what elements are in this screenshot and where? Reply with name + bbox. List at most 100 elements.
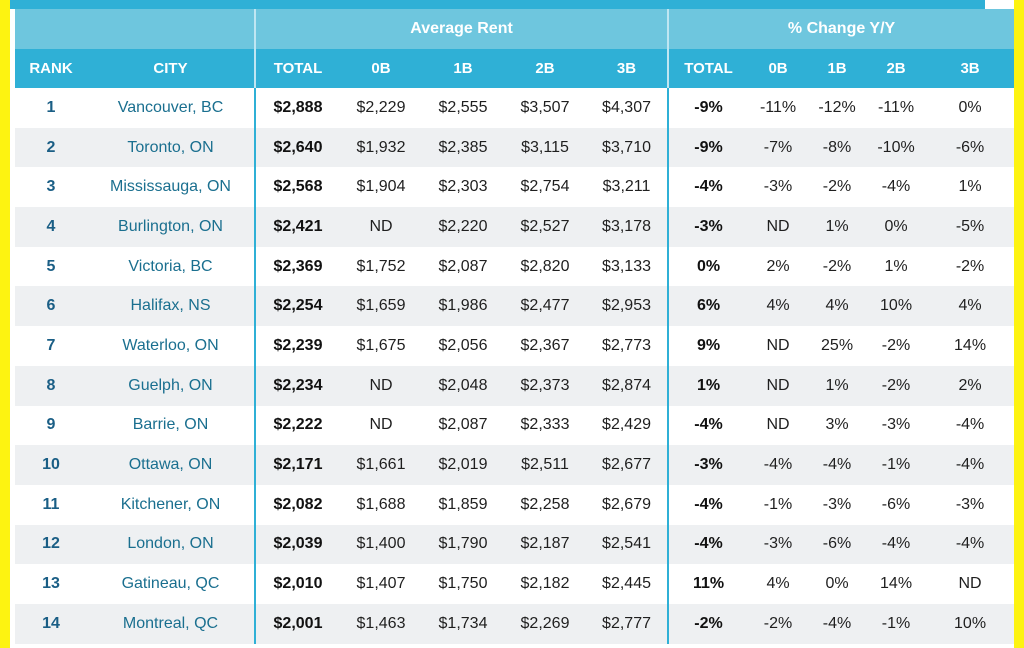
cell-pct-1b: -4% — [808, 445, 867, 485]
table-row: 13 Gatineau, QC $2,010 $1,407 $1,750 $2,182 $2… — [15, 564, 1014, 604]
column-header-3b: 3B — [586, 49, 669, 88]
cell-total: $2,888 — [254, 88, 340, 128]
cell-pct-2b: 1% — [866, 246, 927, 287]
cell-city: Mississauga, ON — [87, 167, 255, 208]
cell-total: $2,640 — [254, 127, 340, 168]
rent-table: Average Rent % Change Y/Y RANK CITY TOTAL 0… — [15, 9, 1014, 644]
cell-rank: 8 — [15, 365, 87, 406]
cell-total: $2,421 — [254, 207, 340, 247]
cell-pct-3b: -2% — [926, 246, 1014, 287]
column-header-city: CITY — [87, 49, 255, 88]
column-header-0b: 0B — [340, 49, 422, 88]
cell-pct-1b: 1% — [808, 365, 867, 406]
table-row: 7 Waterloo, ON $2,239 $1,675 $2,056 $2,367 $2,… — [15, 326, 1014, 366]
cell-0b: $1,675 — [340, 326, 422, 366]
cell-pct-0b: -3% — [748, 167, 809, 208]
cell-total: $2,369 — [254, 246, 340, 287]
cell-pct-2b: -3% — [866, 405, 927, 446]
cell-pct-2b: -2% — [866, 365, 927, 406]
table-row: 9 Barrie, ON $2,222 ND $2,087 $2,333 $2,429 -4%… — [15, 405, 1014, 446]
cell-pct-3b: -4% — [926, 405, 1014, 446]
cell-0b: $2,229 — [340, 88, 422, 128]
cell-0b: $1,659 — [340, 286, 422, 327]
column-header-pct-0b: 0B — [748, 49, 809, 88]
cell-pct-total: 11% — [667, 564, 749, 604]
group-header-spacer — [15, 9, 255, 49]
cell-pct-3b: -3% — [926, 484, 1014, 525]
cell-pct-1b: 0% — [808, 564, 867, 604]
cell-1b: $2,303 — [422, 167, 504, 208]
cell-3b: $3,133 — [586, 246, 669, 287]
column-header-2b: 2B — [504, 49, 586, 88]
cell-city: Ottawa, ON — [87, 445, 255, 485]
cell-pct-2b: -10% — [866, 127, 927, 168]
cell-rank: 2 — [15, 127, 87, 168]
cell-pct-1b: 3% — [808, 405, 867, 446]
cell-2b: $2,820 — [504, 246, 586, 287]
table-row: 1 Vancouver, BC $2,888 $2,229 $2,555 $3,507 $4… — [15, 88, 1014, 128]
cell-pct-1b: 25% — [808, 326, 867, 366]
cell-1b: $1,790 — [422, 524, 504, 565]
cell-pct-0b: ND — [748, 405, 809, 446]
cell-pct-total: -9% — [667, 127, 749, 168]
table-row: 6 Halifax, NS $2,254 $1,659 $1,986 $2,477 $2,9… — [15, 286, 1014, 327]
cell-pct-0b: ND — [748, 326, 809, 366]
cell-pct-total: -4% — [667, 484, 749, 525]
cell-pct-2b: -6% — [866, 484, 927, 525]
cell-pct-total: 9% — [667, 326, 749, 366]
cell-pct-0b: ND — [748, 365, 809, 406]
cell-pct-0b: 4% — [748, 286, 809, 327]
cell-rank: 13 — [15, 564, 87, 604]
group-header-row: Average Rent % Change Y/Y — [15, 9, 1014, 49]
column-header-pct-total: TOTAL — [667, 49, 749, 88]
cell-1b: $2,555 — [422, 88, 504, 128]
cell-city: Kitchener, ON — [87, 484, 255, 525]
cell-3b: $2,429 — [586, 405, 669, 446]
cell-pct-0b: 4% — [748, 564, 809, 604]
cell-0b: $1,407 — [340, 564, 422, 604]
cell-rank: 9 — [15, 405, 87, 446]
cell-pct-1b: -2% — [808, 246, 867, 287]
cell-pct-1b: -8% — [808, 127, 867, 168]
cell-rank: 10 — [15, 445, 87, 485]
column-header-pct-3b: 3B — [926, 49, 1014, 88]
cell-pct-0b: -7% — [748, 127, 809, 168]
cell-total: $2,239 — [254, 326, 340, 366]
cell-1b: $2,087 — [422, 405, 504, 446]
cell-city: Burlington, ON — [87, 207, 255, 247]
cell-pct-0b: -1% — [748, 484, 809, 525]
cell-0b: ND — [340, 405, 422, 446]
cell-pct-2b: -1% — [866, 445, 927, 485]
table-row: 14 Montreal, QC $2,001 $1,463 $1,734 $2,269 $2… — [15, 603, 1014, 644]
cell-rank: 7 — [15, 326, 87, 366]
cell-0b: $1,661 — [340, 445, 422, 485]
cell-3b: $3,178 — [586, 207, 669, 247]
cell-2b: $2,477 — [504, 286, 586, 327]
cell-pct-1b: -4% — [808, 603, 867, 644]
cell-pct-3b: 4% — [926, 286, 1014, 327]
column-header-row: RANK CITY TOTAL 0B 1B 2B 3B TOTAL 0B 1B 2B 3B — [15, 49, 1014, 88]
cell-rank: 6 — [15, 286, 87, 327]
cell-total: $2,254 — [254, 286, 340, 327]
cell-3b: $2,541 — [586, 524, 669, 565]
cell-3b: $2,953 — [586, 286, 669, 327]
cell-1b: $2,087 — [422, 246, 504, 287]
cell-pct-total: 0% — [667, 246, 749, 287]
cell-pct-total: -4% — [667, 524, 749, 565]
cell-pct-total: -4% — [667, 167, 749, 208]
cell-pct-2b: -11% — [866, 88, 927, 128]
cell-rank: 11 — [15, 484, 87, 525]
cell-pct-3b: -6% — [926, 127, 1014, 168]
cell-1b: $1,986 — [422, 286, 504, 327]
cell-pct-2b: 10% — [866, 286, 927, 327]
table-row: 5 Victoria, BC $2,369 $1,752 $2,087 $2,820 $3,… — [15, 246, 1014, 287]
cell-pct-1b: -3% — [808, 484, 867, 525]
cell-3b: $2,777 — [586, 603, 669, 644]
cell-pct-0b: -2% — [748, 603, 809, 644]
cell-city: Toronto, ON — [87, 127, 255, 168]
cell-pct-total: -2% — [667, 603, 749, 644]
column-header-rank: RANK — [15, 49, 87, 88]
table-body: 1 Vancouver, BC $2,888 $2,229 $2,555 $3,507 $4… — [15, 88, 1014, 644]
cell-pct-3b: 0% — [926, 88, 1014, 128]
cell-pct-3b: -4% — [926, 524, 1014, 565]
